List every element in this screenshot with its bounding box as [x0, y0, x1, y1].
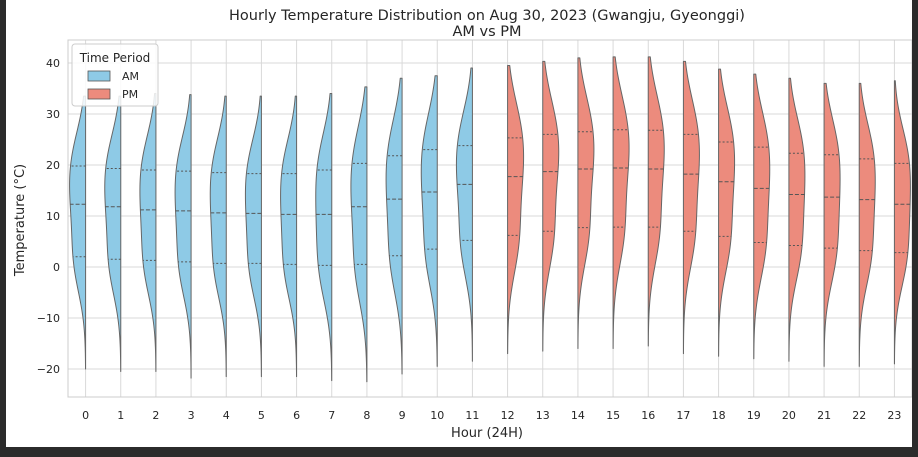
x-tick-label: 16 — [641, 409, 655, 422]
y-tick-label: 0 — [53, 261, 60, 274]
y-tick-label: 40 — [46, 57, 60, 70]
x-tick-labels: 0 1 2 3 4 5 6 7 8 9 10 11 12 13 14 15 16 17 18 19 20 21 22 23 — [82, 409, 901, 422]
x-tick-label: 10 — [430, 409, 444, 422]
x-tick-label: 23 — [887, 409, 901, 422]
violin-hour-22 — [858, 82, 876, 367]
plot-frame — [67, 39, 913, 398]
y-tick-label: 30 — [46, 108, 60, 121]
violin-hour-9 — [385, 77, 403, 375]
legend-swatch-pm — [87, 88, 111, 100]
x-tick-label: 5 — [258, 409, 265, 422]
x-tick-label: 4 — [223, 409, 230, 422]
y-tick-label: −20 — [37, 363, 60, 376]
x-tick-label: 20 — [782, 409, 796, 422]
chart-figure: Hourly Temperature Distribution on Aug 3… — [6, 0, 913, 447]
violin-hour-5 — [244, 95, 262, 378]
x-tick-label: 18 — [712, 409, 726, 422]
legend-label-pm: PM — [122, 88, 138, 101]
x-tick-label: 19 — [747, 409, 761, 422]
violin-hour-10 — [420, 75, 438, 367]
violin-hour-2 — [139, 93, 157, 372]
x-tick-label: 6 — [293, 409, 300, 422]
y-tick-label: 10 — [46, 210, 60, 223]
violin-hour-1 — [104, 95, 122, 372]
violin-chart: Hourly Temperature Distribution on Aug 3… — [13, 8, 913, 441]
legend-label-am: AM — [122, 70, 139, 83]
chart-title: Hourly Temperature Distribution on Aug 3… — [229, 8, 745, 24]
y-tick-labels: −20 −10 0 10 20 30 40 — [37, 57, 60, 376]
violin-layer — [69, 56, 911, 383]
x-tick-label: 15 — [606, 409, 620, 422]
x-tick-label: 9 — [399, 409, 406, 422]
violin-hour-8 — [350, 86, 368, 383]
chart-subtitle: AM vs PM — [452, 24, 521, 40]
x-tick-label: 8 — [363, 409, 370, 422]
x-tick-label: 11 — [465, 409, 479, 422]
violin-hour-11 — [455, 67, 473, 362]
x-tick-label: 3 — [188, 409, 195, 422]
y-tick-label: 20 — [46, 159, 60, 172]
violin-hour-17 — [682, 60, 700, 355]
x-tick-label: 21 — [817, 409, 831, 422]
x-tick-label: 7 — [328, 409, 335, 422]
violin-hour-6 — [280, 95, 298, 378]
violin-hour-13 — [542, 60, 560, 352]
y-axis-label: Temperature (°C) — [13, 164, 28, 277]
grid-layer — [68, 40, 912, 397]
violin-hour-18 — [718, 68, 736, 357]
violin-hour-4 — [209, 95, 227, 378]
x-tick-label: 2 — [152, 409, 159, 422]
violin-hour-3 — [174, 94, 192, 379]
violin-hour-0 — [69, 95, 87, 370]
violin-hour-7 — [315, 93, 333, 382]
x-tick-label: 12 — [501, 409, 515, 422]
violin-hour-23 — [893, 80, 911, 365]
x-tick-label: 14 — [571, 409, 585, 422]
violin-hour-15 — [612, 56, 630, 350]
y-tick-label: −10 — [37, 312, 60, 325]
x-tick-label: 13 — [536, 409, 550, 422]
x-tick-label: 0 — [82, 409, 89, 422]
violin-hour-20 — [788, 77, 806, 362]
x-tick-label: 1 — [117, 409, 124, 422]
x-axis-label: Hour (24H) — [451, 426, 523, 441]
legend-swatch-am — [87, 70, 111, 82]
x-tick-label: 22 — [852, 409, 866, 422]
violin-hour-21 — [823, 82, 841, 367]
legend-title: Time Period — [79, 51, 151, 65]
x-tick-label: 17 — [676, 409, 690, 422]
violin-hour-16 — [647, 56, 665, 347]
violin-hour-14 — [577, 57, 595, 350]
legend: Time Period AM PM — [71, 43, 159, 107]
violin-hour-19 — [753, 73, 771, 360]
violin-hour-12 — [507, 65, 525, 355]
